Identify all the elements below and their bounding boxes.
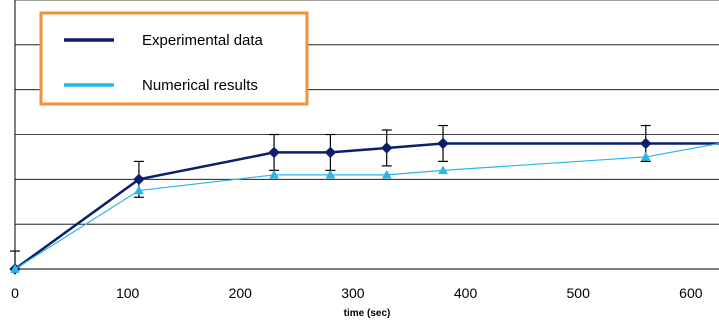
data-point bbox=[437, 137, 449, 150]
data-point bbox=[325, 169, 336, 179]
data-point bbox=[269, 169, 279, 179]
data-point bbox=[324, 146, 337, 159]
legend: Experimental data Numerical results bbox=[39, 11, 309, 106]
series-numerical bbox=[10, 142, 719, 273]
data-point bbox=[640, 137, 652, 150]
x-axis-label: time (sec) bbox=[344, 308, 391, 319]
x-tick-label: 400 bbox=[454, 285, 478, 301]
x-tick-label: 600 bbox=[679, 285, 703, 301]
x-tick-labels: 0 100 200 300 400 500 600 bbox=[11, 285, 703, 301]
series-experimental bbox=[9, 124, 719, 275]
data-point bbox=[381, 169, 392, 179]
x-tick-label: 200 bbox=[229, 285, 253, 301]
x-tick-label: 300 bbox=[341, 285, 365, 301]
data-point bbox=[133, 173, 145, 186]
legend-box bbox=[39, 11, 309, 106]
legend-label-experimental: Experimental data bbox=[142, 32, 264, 49]
x-tick-label: 500 bbox=[567, 285, 591, 301]
series-layer bbox=[9, 124, 719, 275]
legend-label-numerical: Numerical results bbox=[142, 77, 258, 94]
data-point bbox=[134, 185, 144, 195]
data-point bbox=[10, 263, 20, 273]
data-point bbox=[640, 151, 651, 161]
series-line bbox=[14, 142, 719, 271]
data-point bbox=[381, 142, 393, 154]
data-point bbox=[438, 165, 448, 175]
data-point bbox=[268, 146, 280, 159]
x-tick-label: 100 bbox=[116, 285, 140, 301]
series-line bbox=[14, 142, 719, 270]
x-tick-label: 0 bbox=[11, 285, 19, 301]
